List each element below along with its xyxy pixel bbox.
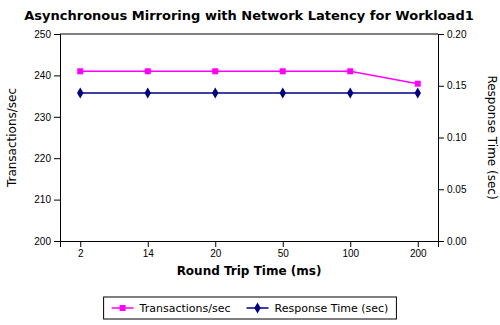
x-axis: 2 14 20 50 100 200 xyxy=(61,241,439,259)
frame-top xyxy=(60,34,438,35)
series-markers xyxy=(77,68,421,86)
x-tick-label: 100 xyxy=(342,248,359,259)
legend-label: Transactions/sec xyxy=(139,302,231,315)
y-tick-mark xyxy=(54,158,60,159)
x-axis-title: Round Trip Time (ms) xyxy=(177,264,322,278)
x-tick-label: 200 xyxy=(410,248,427,259)
y2-tick-label: 0.00 xyxy=(447,236,467,247)
chart: 21420501002002002102202302402500.000.050… xyxy=(0,0,500,325)
x-tick: 20 xyxy=(210,241,222,259)
series-markers xyxy=(77,87,421,98)
x-tick-mark xyxy=(350,241,351,247)
x-tick: 50 xyxy=(278,241,290,259)
axis-line xyxy=(54,35,61,242)
y2-tick-label: 0.15 xyxy=(447,80,467,91)
series-line xyxy=(80,92,418,94)
y-tick: 240 xyxy=(34,70,60,81)
y2-tick: 0.20 xyxy=(438,29,467,40)
y2-tick-mark xyxy=(438,34,444,35)
plot: 21420501002002002102202302402500.000.050… xyxy=(34,29,467,259)
y-tick: 230 xyxy=(34,112,60,123)
x-tick-label: 2 xyxy=(78,248,84,259)
x-tick-mark xyxy=(80,241,81,247)
x-tick-label: 50 xyxy=(278,248,290,259)
point-marker xyxy=(347,68,353,74)
legend-box xyxy=(104,297,397,319)
y2-tick: 0.00 xyxy=(438,236,467,247)
axis-line xyxy=(61,242,439,248)
x-tick: 2 xyxy=(78,241,84,259)
x-tick-mark xyxy=(215,241,216,247)
point-marker xyxy=(145,68,151,74)
point-marker xyxy=(77,87,83,98)
x-tick-label: 14 xyxy=(143,248,155,259)
point-marker xyxy=(347,87,353,98)
x-tick-mark xyxy=(418,241,419,247)
y2-tick-label: 0.10 xyxy=(447,132,467,143)
data-marks xyxy=(77,68,421,98)
y-tick-mark xyxy=(54,241,60,242)
y2-tick: 0.10 xyxy=(438,132,467,143)
y-tick: 210 xyxy=(34,194,60,205)
x-tick-label: 20 xyxy=(210,248,222,259)
y-tick-mark xyxy=(54,117,60,118)
y-tick-label: 230 xyxy=(34,112,51,123)
y2-tick-mark xyxy=(438,138,444,139)
y2-tick-mark xyxy=(438,189,444,190)
y-axis: 200 210 220 230 240 250 xyxy=(34,29,60,247)
y2-tick-label: 0.20 xyxy=(447,29,467,40)
y-tick: 200 xyxy=(34,236,60,247)
legend-swatch-marker xyxy=(254,302,260,313)
series-line xyxy=(80,71,418,83)
title: Asynchronous Mirroring with Network Late… xyxy=(24,8,473,23)
y-tick-label: 200 xyxy=(34,236,51,247)
y2-axis: 0.00 0.05 0.10 0.15 0.20 xyxy=(438,29,467,247)
y2-tick: 0.05 xyxy=(438,184,467,195)
y-tick-label: 240 xyxy=(34,70,51,81)
y-axis-title: Transactions/sec xyxy=(5,88,19,188)
y-tick: 250 xyxy=(34,29,60,40)
point-marker xyxy=(415,87,421,98)
legend-label: Response Time (sec) xyxy=(275,302,389,315)
x-tick: 14 xyxy=(143,241,155,259)
legend-item: Transactions/sec xyxy=(112,302,231,315)
y-tick-mark xyxy=(54,75,60,76)
y2-tick-label: 0.05 xyxy=(447,184,467,195)
point-marker xyxy=(280,68,286,74)
y2-tick-mark xyxy=(438,86,444,87)
x-tick-mark xyxy=(148,241,149,247)
y-tick-label: 220 xyxy=(34,153,51,164)
legend-swatch-marker xyxy=(120,305,126,311)
legend: Transactions/sec Response Time (sec) xyxy=(104,297,397,319)
y2-tick: 0.15 xyxy=(438,80,467,91)
axis-line xyxy=(439,35,445,242)
point-marker xyxy=(145,87,151,98)
legend-item: Response Time (sec) xyxy=(247,302,389,315)
point-marker xyxy=(77,68,83,74)
y2-axis-title: Response Time (sec) xyxy=(485,75,499,199)
y2-tick-mark xyxy=(438,241,444,242)
y-tick: 220 xyxy=(34,153,60,164)
x-tick-mark xyxy=(283,241,284,247)
y-tick-label: 210 xyxy=(34,194,51,205)
y-tick-label: 250 xyxy=(34,29,51,40)
point-marker xyxy=(280,87,286,98)
point-marker xyxy=(212,87,218,98)
y-tick-mark xyxy=(54,200,60,201)
x-tick: 100 xyxy=(342,241,359,259)
point-marker xyxy=(212,68,218,74)
point-marker xyxy=(415,81,421,87)
y-tick-mark xyxy=(54,34,60,35)
x-tick: 200 xyxy=(410,241,427,259)
